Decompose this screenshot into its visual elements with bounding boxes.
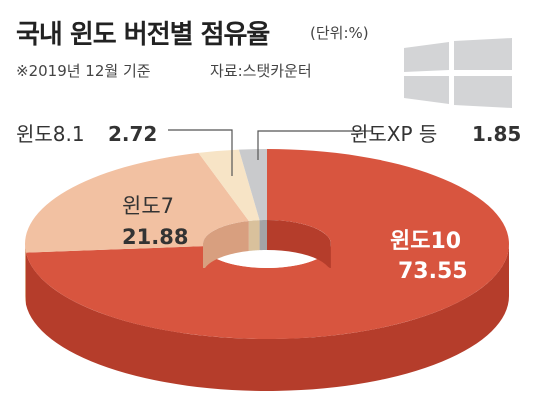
slice-윈도7 <box>25 152 249 253</box>
inner-wall-윈도8-1 <box>248 220 260 251</box>
windows-logo-icon <box>404 38 512 108</box>
label-win7-value: 21.88 <box>122 225 188 249</box>
inner-wall-윈도7 <box>203 220 249 268</box>
source-label: 자료:스탯카운터 <box>210 62 312 80</box>
label-win10-value: 73.55 <box>398 259 468 284</box>
label-win7-name: 윈도7 <box>122 194 174 218</box>
inner-wall-윈도10 <box>267 220 331 268</box>
label-win81-value: 2.72 <box>108 122 157 146</box>
label-winxp-name: 윈도XP 등 <box>350 122 437 146</box>
slice-side-윈도7 <box>25 244 27 305</box>
label-win10-name: 윈도10 <box>390 229 461 254</box>
callout-line-winxp <box>257 130 372 160</box>
label-win81-name: 윈도8.1 <box>16 122 85 146</box>
unit-label: (단위:%) <box>310 24 369 42</box>
inner-wall-윈도xp-등 <box>259 220 267 251</box>
callout-line-winxp8 <box>168 129 233 176</box>
slice-side-윈도10 <box>26 244 509 391</box>
slice-윈도8-1 <box>198 149 260 221</box>
chart-title: 국내 윈도 버전별 점유율 <box>16 20 270 50</box>
date-note: ※2019년 12월 기준 <box>16 62 151 80</box>
label-winxp-value: 1.85 <box>472 122 521 146</box>
slice-윈도xp-등 <box>238 149 267 221</box>
slice-윈도10 <box>26 149 509 339</box>
